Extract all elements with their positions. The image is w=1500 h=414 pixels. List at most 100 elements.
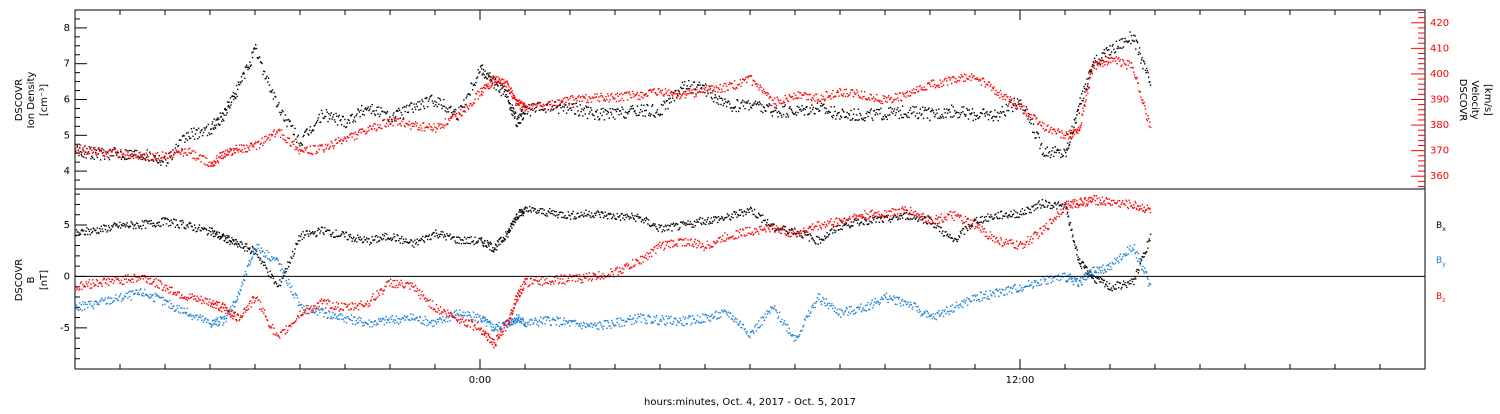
bx-point xyxy=(781,227,782,228)
density-point xyxy=(725,101,726,102)
velocity-point xyxy=(1102,66,1103,67)
velocity-point xyxy=(1003,95,1004,96)
density-point xyxy=(565,104,566,105)
velocity-point xyxy=(196,159,197,160)
bx-point xyxy=(241,241,242,242)
density-point xyxy=(891,111,892,112)
by-point xyxy=(138,294,139,295)
by-point xyxy=(326,312,327,313)
density-point xyxy=(1053,156,1054,157)
velocity-point xyxy=(581,101,582,102)
velocity-point xyxy=(572,95,573,96)
density-point xyxy=(508,100,509,101)
density-point xyxy=(354,117,355,118)
bx-point xyxy=(481,237,482,238)
velocity-point xyxy=(835,96,836,97)
density-point xyxy=(1059,149,1060,150)
density-point xyxy=(698,84,699,85)
velocity-point xyxy=(704,89,705,90)
bx-point xyxy=(923,222,924,223)
density-point xyxy=(180,140,181,141)
density-point xyxy=(650,114,651,115)
velocity-point xyxy=(116,154,117,155)
velocity-point xyxy=(1129,62,1130,63)
density-point xyxy=(567,106,568,107)
velocity-point xyxy=(991,90,992,91)
velocity-point xyxy=(924,86,925,87)
velocity-point xyxy=(572,97,573,98)
bx-point xyxy=(556,211,557,212)
by-point xyxy=(110,303,111,304)
velocity-point xyxy=(688,93,689,94)
bx-point xyxy=(551,211,552,212)
density-point xyxy=(820,105,821,106)
velocity-point xyxy=(179,152,180,153)
density-point xyxy=(1067,142,1068,143)
density-point xyxy=(648,114,649,115)
velocity-point xyxy=(279,130,280,131)
bx-point xyxy=(523,215,524,216)
bx-point xyxy=(174,219,175,220)
bx-point xyxy=(142,220,143,221)
bx-point xyxy=(503,240,504,241)
by-point xyxy=(422,323,423,324)
density-point xyxy=(513,111,514,112)
velocity-point xyxy=(442,124,443,125)
velocity-point xyxy=(564,103,565,104)
bx-point xyxy=(262,262,263,263)
density-point xyxy=(405,106,406,107)
velocity-point xyxy=(761,90,762,91)
density-point xyxy=(421,99,422,100)
velocity-point xyxy=(793,98,794,99)
bx-point xyxy=(153,223,154,224)
density-point xyxy=(638,114,639,115)
bx-point xyxy=(90,229,91,230)
bx-point xyxy=(1035,208,1036,209)
density-point xyxy=(907,117,908,118)
density-point xyxy=(259,56,260,57)
velocity-point xyxy=(903,95,904,96)
density-point xyxy=(900,114,901,115)
bx-point xyxy=(749,208,750,209)
velocity-point xyxy=(782,102,783,103)
density-point xyxy=(846,112,847,113)
by-point xyxy=(122,299,123,300)
density-point xyxy=(453,111,454,112)
density-point xyxy=(839,118,840,119)
bx-point xyxy=(441,231,442,232)
velocity-point xyxy=(633,93,634,94)
bx-point xyxy=(616,219,617,220)
density-point xyxy=(220,112,221,113)
bx-point xyxy=(260,258,261,259)
velocity-point xyxy=(522,109,523,110)
velocity-point xyxy=(674,93,675,94)
velocity-point xyxy=(951,83,952,84)
velocity-point xyxy=(617,93,618,94)
velocity-point xyxy=(477,91,478,92)
bx-point xyxy=(292,251,293,252)
velocity-point xyxy=(954,81,955,82)
velocity-point xyxy=(926,89,927,90)
bx-point xyxy=(716,217,717,218)
velocity-point xyxy=(1072,133,1073,134)
density-point xyxy=(355,115,356,116)
density-point xyxy=(227,101,228,102)
velocity-point xyxy=(751,76,752,77)
density-point xyxy=(606,113,607,114)
bx-point xyxy=(1046,201,1047,202)
velocity-point xyxy=(299,149,300,150)
velocity-point xyxy=(1077,133,1078,134)
bx-point xyxy=(636,216,637,217)
velocity-point xyxy=(109,150,110,151)
density-point xyxy=(335,121,336,122)
density-point xyxy=(1020,99,1021,100)
velocity-point xyxy=(187,155,188,156)
velocity-point xyxy=(519,104,520,105)
density-point xyxy=(792,111,793,112)
bx-point xyxy=(135,228,136,229)
density-point xyxy=(883,118,884,119)
bx-point xyxy=(1062,203,1063,204)
by-point xyxy=(98,304,99,305)
density-point xyxy=(834,106,835,107)
